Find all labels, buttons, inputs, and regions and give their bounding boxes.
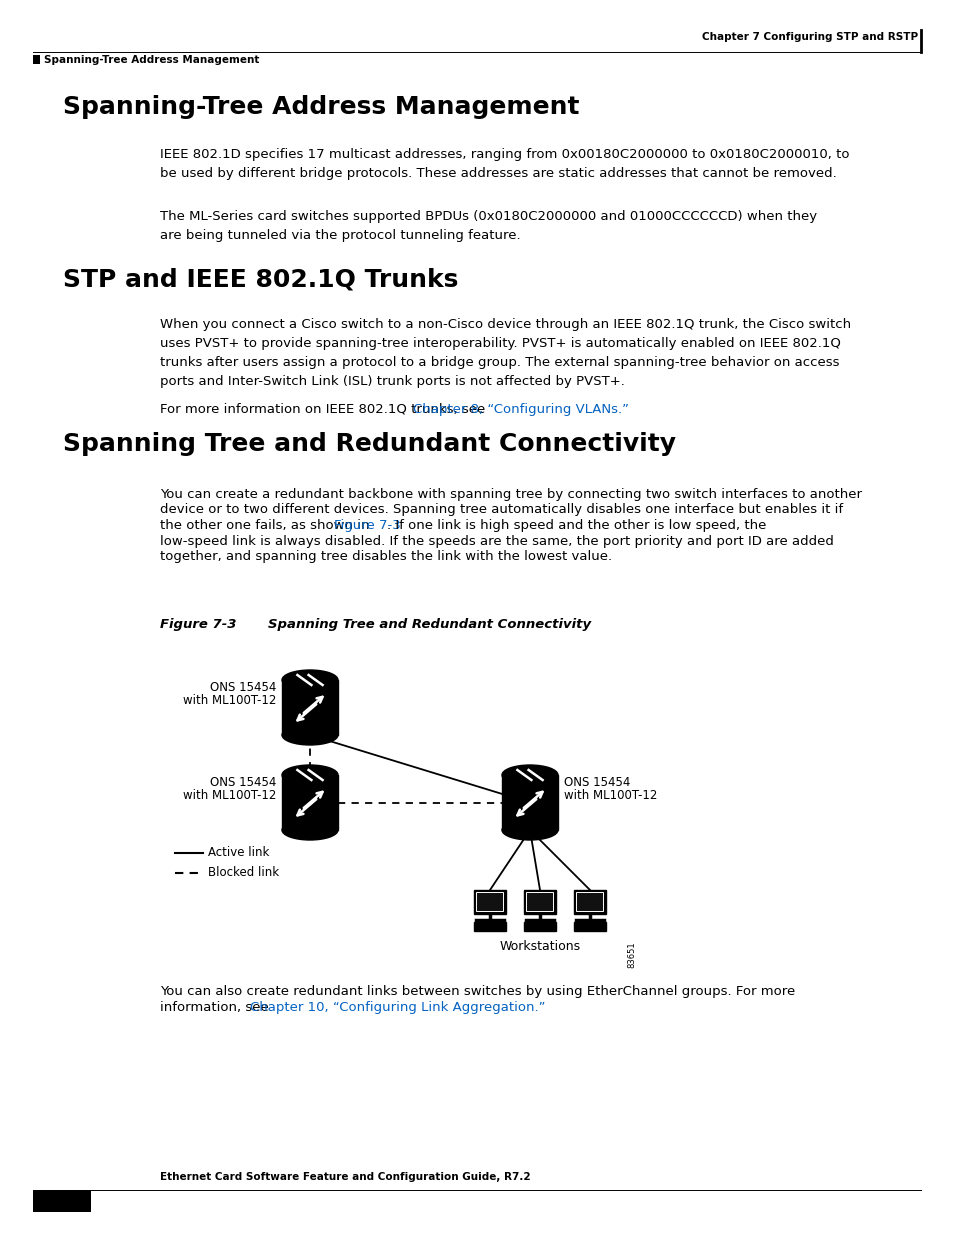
Text: Blocked link: Blocked link [208, 867, 279, 879]
Text: Workstations: Workstations [499, 940, 580, 953]
Text: Spanning Tree and Redundant Connectivity: Spanning Tree and Redundant Connectivity [63, 432, 676, 456]
Text: The ML-Series card switches supported BPDUs (0x0180C2000000 and 01000CCCCCCD) wh: The ML-Series card switches supported BP… [160, 210, 817, 242]
Text: ONS 15454: ONS 15454 [210, 776, 275, 789]
Bar [476, 892, 503, 911]
Bar [574, 927, 605, 931]
Ellipse shape [282, 725, 337, 745]
Text: ONS 15454: ONS 15454 [210, 680, 275, 694]
Ellipse shape [282, 764, 337, 785]
Text: Figure 7-3: Figure 7-3 [334, 519, 400, 532]
Bar [523, 923, 556, 927]
Text: the other one fails, as shown in: the other one fails, as shown in [160, 519, 374, 532]
Text: information, see: information, see [160, 1000, 273, 1014]
Text: with ML100T-12: with ML100T-12 [182, 694, 275, 706]
Bar [523, 927, 556, 931]
Text: 7-8: 7-8 [50, 1194, 74, 1208]
Bar [523, 890, 556, 914]
Ellipse shape [501, 764, 558, 785]
Text: together, and spanning tree disables the link with the lowest value.: together, and spanning tree disables the… [160, 550, 612, 563]
Bar [474, 923, 505, 927]
Ellipse shape [282, 820, 337, 840]
Text: Chapter 10, “Configuring Link Aggregation.”: Chapter 10, “Configuring Link Aggregatio… [250, 1000, 545, 1014]
Text: 83651: 83651 [627, 941, 636, 968]
Bar [33, 1191, 91, 1212]
Text: Spanning Tree and Redundant Connectivity: Spanning Tree and Redundant Connectivity [268, 618, 591, 631]
Bar [501, 776, 558, 830]
Text: You can create a redundant backbone with spanning tree by connecting two switch : You can create a redundant backbone with… [160, 488, 862, 501]
Text: . If one link is high speed and the other is low speed, the: . If one link is high speed and the othe… [387, 519, 765, 532]
Ellipse shape [501, 820, 558, 840]
Text: STP and IEEE 802.1Q Trunks: STP and IEEE 802.1Q Trunks [63, 268, 457, 291]
Text: Spanning-Tree Address Management: Spanning-Tree Address Management [63, 95, 578, 119]
Bar [282, 776, 337, 830]
Bar [526, 892, 553, 911]
Bar [576, 892, 603, 911]
Text: device or to two different devices. Spanning tree automatically disables one int: device or to two different devices. Span… [160, 504, 842, 516]
Bar [574, 923, 605, 927]
Bar [282, 680, 337, 735]
Text: with ML100T-12: with ML100T-12 [182, 789, 275, 802]
Text: low-speed link is always disabled. If the speeds are the same, the port priority: low-speed link is always disabled. If th… [160, 535, 833, 547]
Text: Spanning-Tree Address Management: Spanning-Tree Address Management [44, 56, 259, 65]
Text: Figure 7-3: Figure 7-3 [160, 618, 236, 631]
Text: ONS 15454: ONS 15454 [563, 776, 630, 789]
Text: IEEE 802.1D specifies 17 multicast addresses, ranging from 0x00180C2000000 to 0x: IEEE 802.1D specifies 17 multicast addre… [160, 148, 848, 180]
Bar [33, 56, 40, 64]
Bar [474, 890, 505, 914]
Bar [474, 927, 505, 931]
Text: Active link: Active link [208, 846, 269, 860]
Text: Ethernet Card Software Feature and Configuration Guide, R7.2: Ethernet Card Software Feature and Confi… [160, 1172, 530, 1182]
Text: with ML100T-12: with ML100T-12 [563, 789, 657, 802]
Ellipse shape [282, 671, 337, 690]
Text: Chapter 8, “Configuring VLANs.”: Chapter 8, “Configuring VLANs.” [413, 403, 629, 416]
Text: Chapter 7 Configuring STP and RSTP: Chapter 7 Configuring STP and RSTP [701, 32, 917, 42]
Text: You can also create redundant links between switches by using EtherChannel group: You can also create redundant links betw… [160, 986, 795, 998]
Text: For more information on IEEE 802.1Q trunks, see: For more information on IEEE 802.1Q trun… [160, 403, 489, 416]
Text: When you connect a Cisco switch to a non-Cisco device through an IEEE 802.1Q tru: When you connect a Cisco switch to a non… [160, 317, 850, 388]
Bar [574, 890, 605, 914]
